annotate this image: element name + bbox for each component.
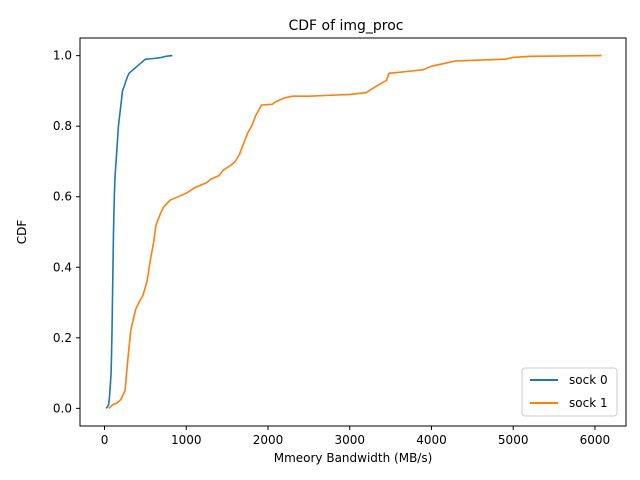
series-line-sock-0 <box>105 54 173 409</box>
x-tick-label: 5000 <box>498 433 529 447</box>
y-axis-label: CDF <box>15 220 29 245</box>
x-tick-label: 6000 <box>580 433 611 447</box>
y-tick-label: 0.8 <box>53 119 72 133</box>
y-tick-label: 0.2 <box>53 331 72 345</box>
x-tick-label: 3000 <box>334 433 365 447</box>
plot-frame <box>79 37 627 427</box>
x-tick-label: 1000 <box>171 433 202 447</box>
y-tick-label: 1.0 <box>53 49 72 63</box>
y-tick-label: 0.0 <box>53 401 72 415</box>
y-tick-label: 0.4 <box>53 260 72 274</box>
x-axis-label: Mmeory Bandwidth (MB/s) <box>274 451 433 465</box>
axis-ticks: 0 1000 2000 3000 4000 5000 6000 0.0 0.2 0.4 0.6 0.8… <box>53 49 610 447</box>
legend: sock 0 sock 1 <box>521 367 618 417</box>
x-tick-label: 0 <box>101 433 109 447</box>
series-line-sock-1 <box>108 54 602 410</box>
legend-label-sock-0: sock 0 <box>569 373 608 387</box>
chart-title: CDF of img_proc <box>288 18 403 34</box>
plot-area <box>105 54 602 410</box>
x-tick-label: 2000 <box>253 433 284 447</box>
x-tick-label: 4000 <box>416 433 447 447</box>
legend-label-sock-1: sock 1 <box>569 396 608 410</box>
y-tick-label: 0.6 <box>53 190 72 204</box>
